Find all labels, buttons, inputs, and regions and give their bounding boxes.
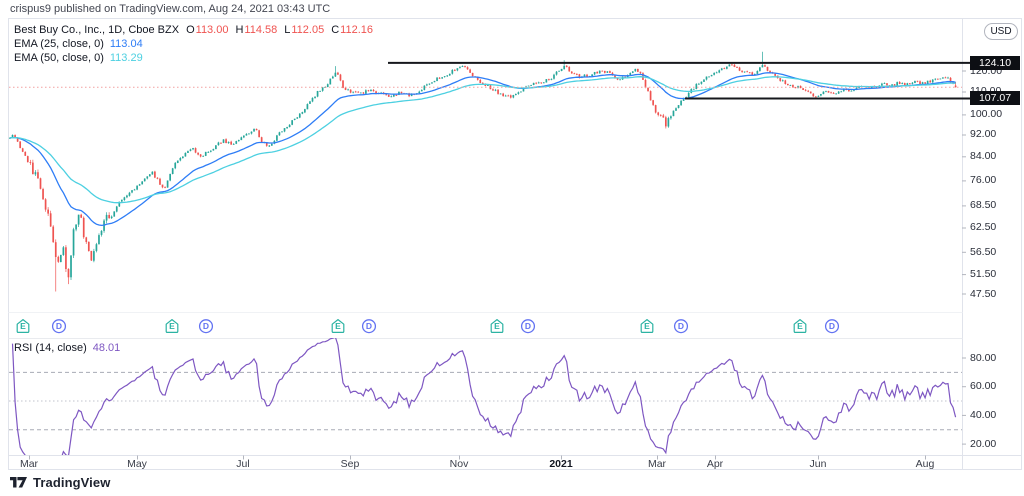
dividend-badge[interactable]: D: [361, 318, 377, 334]
ohlc-key: L: [284, 24, 291, 36]
symbol-legend-row: Best Buy Co., Inc., 1D, Cboe BZX O113.00 H…: [14, 23, 373, 37]
price-tick-label: 100.00: [970, 108, 1003, 121]
indicator-value: 113.04: [109, 38, 143, 50]
svg-text:E: E: [335, 321, 341, 331]
publish-info: crispus9 published on TradingView.com, A…: [10, 3, 331, 15]
ohlc-value: 112.05: [291, 24, 325, 36]
svg-text:D: D: [203, 321, 209, 331]
currency-unit-button[interactable]: USD: [984, 23, 1018, 40]
ohlc-key: H: [235, 24, 244, 36]
earnings-badge[interactable]: E: [330, 318, 346, 334]
svg-text:E: E: [797, 321, 803, 331]
time-axis-label: 2021: [549, 458, 573, 470]
svg-text:D: D: [525, 321, 531, 331]
dividend-badge[interactable]: D: [51, 318, 67, 334]
dividend-badge[interactable]: D: [673, 318, 689, 334]
tradingview-wordmark: TradingView: [33, 475, 111, 490]
svg-text:E: E: [169, 321, 175, 331]
earnings-badge[interactable]: E: [164, 318, 180, 334]
candles-layer: [9, 51, 957, 292]
price-tick-label: 76.00: [970, 174, 997, 187]
time-axis-label: Mar: [647, 458, 667, 470]
symbol-legend: Best Buy Co., Inc., 1D, Cboe BZX O113.00 H…: [14, 23, 373, 65]
symbol-title[interactable]: Best Buy Co., Inc., 1D, Cboe BZX: [14, 24, 180, 36]
ema-50-line: [9, 76, 956, 204]
earnings-badge[interactable]: E: [489, 318, 505, 334]
indicator-label[interactable]: EMA (25, close, 0): [14, 38, 104, 50]
svg-text:D: D: [829, 321, 835, 331]
dividend-badge[interactable]: D: [824, 318, 840, 334]
ohlc-value: 114.58: [244, 24, 278, 36]
rsi-tick-label: 20.00: [970, 437, 997, 450]
dividend-badge[interactable]: D: [198, 318, 214, 334]
indicator-legend-row: EMA (50, close, 0) 113.29: [14, 51, 373, 65]
indicator-legend-row: EMA (25, close, 0) 113.04: [14, 37, 373, 51]
time-axis-label: Aug: [915, 458, 935, 470]
indicator-value: 113.29: [109, 52, 143, 64]
earnings-badge[interactable]: E: [792, 318, 808, 334]
rsi-line: [11, 338, 957, 455]
svg-text:E: E: [20, 321, 26, 331]
svg-text:D: D: [678, 321, 684, 331]
rsi-legend: RSI (14, close) 48.01: [14, 342, 120, 354]
ohlc-key: O: [186, 24, 195, 36]
dividend-badge[interactable]: D: [520, 318, 536, 334]
time-axis-label: Apr: [706, 458, 724, 470]
svg-text:E: E: [494, 321, 500, 331]
time-axis-label: Mar: [19, 458, 39, 470]
price-tick-label: 47.50: [970, 287, 997, 300]
price-tick-label: 84.00: [970, 150, 997, 163]
time-axis-label: Sep: [340, 458, 360, 470]
indicator-label[interactable]: EMA (50, close, 0): [14, 52, 104, 64]
rsi-tick-label: 80.00: [970, 351, 997, 364]
ohlc-key: C: [331, 24, 340, 36]
price-tick-label: 92.00: [970, 128, 997, 141]
tradingview-logo[interactable]: TradingView: [10, 475, 110, 490]
price-tick-label: 68.50: [970, 199, 997, 212]
svg-text:E: E: [644, 321, 650, 331]
svg-text:D: D: [366, 321, 372, 331]
price-tick-label: 51.50: [970, 268, 997, 281]
time-axis-label: May: [127, 458, 147, 470]
earnings-badge[interactable]: E: [639, 318, 655, 334]
price-tick-label: 56.50: [970, 245, 997, 258]
earnings-badge[interactable]: E: [15, 318, 31, 334]
price-tick-label: 62.50: [970, 221, 997, 234]
trendline-price-label: 124.10: [970, 55, 1020, 70]
rsi-tick-label: 40.00: [970, 408, 997, 421]
chart-canvas: [8, 18, 1022, 470]
rsi-legend-value: 48.01: [92, 342, 121, 354]
indicator-legend-rows: EMA (25, close, 0) 113.04 EMA (50, close, …: [14, 37, 373, 65]
ohlc-value: 113.00: [195, 24, 229, 36]
chart-container: Best Buy Co., Inc., 1D, Cboe BZX O113.00 H…: [8, 18, 1022, 470]
ohlc-value: 112.16: [340, 24, 373, 36]
rsi-tick-label: 60.00: [970, 380, 997, 393]
chart-frame: [8, 18, 1022, 470]
svg-text:D: D: [56, 321, 62, 331]
time-axis-label: Nov: [449, 458, 469, 470]
rsi-layer: [9, 338, 962, 455]
trendline-price-label: 107.07: [970, 91, 1020, 106]
time-axis-label: Jun: [809, 458, 827, 470]
time-axis-label: Jul: [236, 458, 250, 470]
tradingview-icon: [10, 477, 27, 488]
rsi-legend-label[interactable]: RSI (14, close): [14, 342, 87, 354]
ohlc-values: O113.00 H114.58 L112.05 C112.16: [179, 24, 373, 36]
